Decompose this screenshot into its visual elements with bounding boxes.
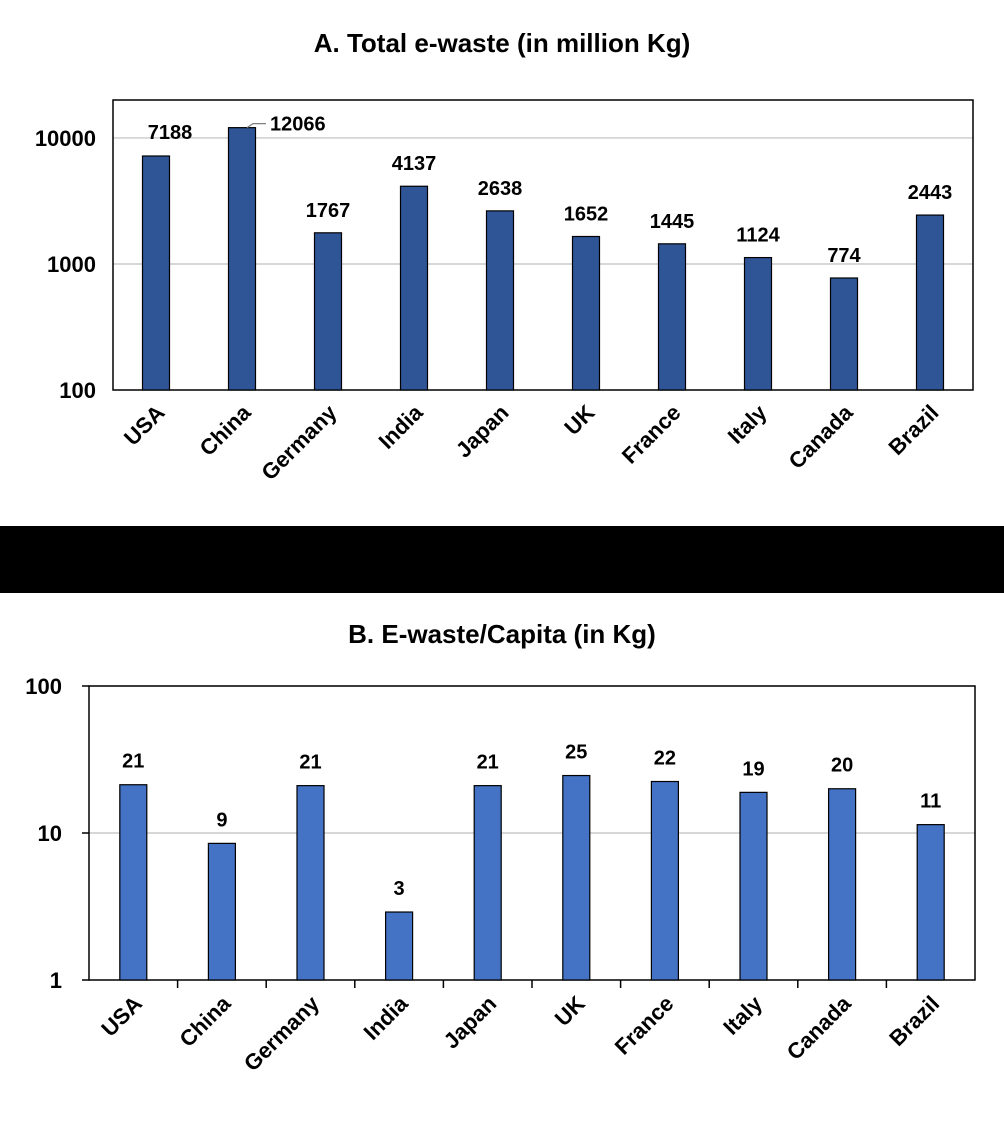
chart-a: A. Total e-waste (in million Kg) 10000 100… (35, 28, 974, 485)
data-label: 1124 (736, 225, 780, 247)
data-label: 2443 (908, 182, 953, 204)
bar-canada (829, 277, 859, 391)
x-tick-label: USA (96, 991, 147, 1042)
x-tick-label: Italy (718, 990, 767, 1039)
y-tick-label: 100 (59, 378, 96, 403)
data-label: 4137 (392, 153, 437, 175)
y-tick-label: 100 (25, 674, 62, 699)
x-tick-label: Japan (451, 400, 514, 463)
bar-brazil (916, 824, 945, 981)
x-tick-label: Italy (723, 399, 772, 448)
bar-france (650, 780, 680, 981)
bar-germany (313, 232, 343, 391)
bar-japan (473, 785, 502, 981)
y-tick-label: 10000 (35, 126, 96, 151)
data-label: 1652 (564, 203, 609, 225)
bar-usa (119, 784, 148, 981)
bar-france (657, 243, 687, 391)
data-label: 20 (831, 755, 853, 777)
x-tick-label: Japan (439, 991, 502, 1054)
x-tick-label: France (617, 400, 686, 469)
data-label: 25 (565, 742, 587, 764)
x-tick-label: Germany (239, 990, 325, 1076)
x-tick-label: Canada (784, 399, 858, 473)
data-label: 774 (827, 245, 861, 267)
data-label: 1445 (650, 211, 695, 233)
bar-canada (827, 788, 857, 981)
chart-b-title: B. E-waste/Capita (in Kg) (348, 619, 656, 649)
data-label: 12066 (270, 114, 326, 136)
chart-b: B. E-waste/Capita (in Kg) 100 10 1 21 USA 9 Chi… (25, 619, 976, 1076)
data-label: 21 (477, 752, 499, 774)
bar-uk (571, 235, 601, 391)
data-label: 9 (216, 809, 227, 831)
y-tick-label: 10 (38, 821, 62, 846)
x-tick-label: Canada (782, 990, 856, 1064)
bar-china (227, 127, 257, 391)
chart-panel-b: B. E-waste/Capita (in Kg) 100 10 1 21 USA 9 Chi… (0, 593, 1004, 1121)
chart-a-title: A. Total e-waste (in million Kg) (314, 28, 691, 58)
data-label: 1767 (306, 200, 351, 222)
x-tick-label: Brazil (884, 991, 944, 1051)
bar-china (207, 842, 236, 981)
x-tick-label: India (359, 990, 414, 1045)
data-label: 2638 (478, 178, 523, 200)
chart-panel-a: A. Total e-waste (in million Kg) 10000 100… (0, 0, 1004, 526)
data-label: 3 (394, 878, 405, 900)
x-tick-label: China (195, 399, 256, 460)
data-label: 7188 (148, 122, 193, 144)
label-leader-line (246, 123, 266, 129)
data-label: 19 (742, 758, 764, 780)
bar-india (385, 911, 414, 981)
bar-italy (739, 791, 768, 981)
x-tick-label: USA (119, 400, 170, 451)
x-tick-label: Brazil (883, 400, 943, 460)
bar-uk (562, 774, 591, 981)
x-tick-label: UK (559, 400, 599, 440)
bar-india (399, 185, 429, 391)
bar-japan (485, 210, 515, 391)
y-tick-label: 1000 (47, 252, 96, 277)
bar-brazil (915, 214, 945, 391)
x-tick-label: UK (550, 991, 590, 1031)
plot-area (112, 99, 974, 391)
x-tick-label: Germany (256, 399, 342, 485)
data-label: 21 (299, 752, 321, 774)
data-label: 22 (654, 748, 676, 770)
data-label: 11 (920, 791, 941, 813)
x-tick-label: France (610, 991, 679, 1060)
data-label: 21 (122, 751, 144, 773)
bar-germany (296, 785, 325, 981)
bar-usa (141, 155, 171, 391)
bar-italy (743, 256, 773, 391)
y-tick-label: 1 (50, 968, 62, 993)
x-tick-label: India (374, 399, 429, 454)
x-tick-label: China (175, 990, 236, 1051)
